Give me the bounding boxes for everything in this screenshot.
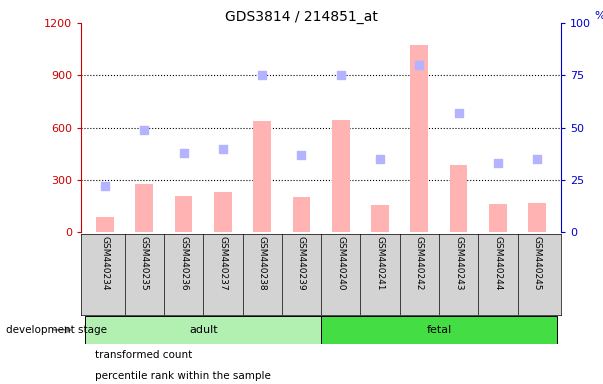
Point	[375, 156, 385, 162]
Text: GDS3814 / 214851_at: GDS3814 / 214851_at	[225, 10, 378, 23]
Point	[532, 156, 542, 162]
Text: transformed count: transformed count	[95, 350, 192, 360]
Point	[218, 146, 228, 152]
Bar	[450, 165, 467, 232]
Bar	[332, 120, 350, 232]
Bar	[321, 316, 557, 344]
Text: fetal: fetal	[426, 325, 452, 335]
Text: percentile rank within the sample: percentile rank within the sample	[95, 371, 271, 381]
Point	[493, 160, 503, 166]
Bar	[214, 192, 232, 232]
Text: GSM440236: GSM440236	[179, 236, 188, 290]
Bar	[96, 217, 114, 232]
Bar	[371, 205, 389, 232]
Point	[139, 127, 149, 133]
Bar	[292, 197, 311, 232]
Point	[257, 72, 267, 78]
Bar	[136, 184, 153, 232]
Bar	[86, 316, 321, 344]
Point	[100, 183, 110, 189]
Text: GSM440245: GSM440245	[532, 236, 541, 290]
Point	[297, 152, 306, 158]
Text: GSM440235: GSM440235	[140, 236, 149, 290]
Text: adult: adult	[189, 325, 218, 335]
Bar	[411, 45, 428, 232]
Text: development stage: development stage	[6, 325, 107, 335]
Bar	[528, 203, 546, 232]
Text: GSM440244: GSM440244	[493, 236, 502, 290]
Point	[178, 150, 188, 156]
Point	[414, 62, 424, 68]
Text: GSM440234: GSM440234	[101, 236, 110, 290]
Point	[454, 110, 464, 116]
Text: GSM440241: GSM440241	[376, 236, 385, 290]
Text: GSM440237: GSM440237	[218, 236, 227, 290]
Bar	[489, 204, 507, 232]
Bar	[175, 196, 192, 232]
Bar	[253, 121, 271, 232]
Text: GSM440240: GSM440240	[336, 236, 346, 290]
Text: GSM440238: GSM440238	[257, 236, 267, 290]
Point	[336, 72, 346, 78]
Text: GSM440239: GSM440239	[297, 236, 306, 290]
Text: %: %	[595, 11, 603, 21]
Text: GSM440243: GSM440243	[454, 236, 463, 290]
Text: GSM440242: GSM440242	[415, 236, 424, 290]
